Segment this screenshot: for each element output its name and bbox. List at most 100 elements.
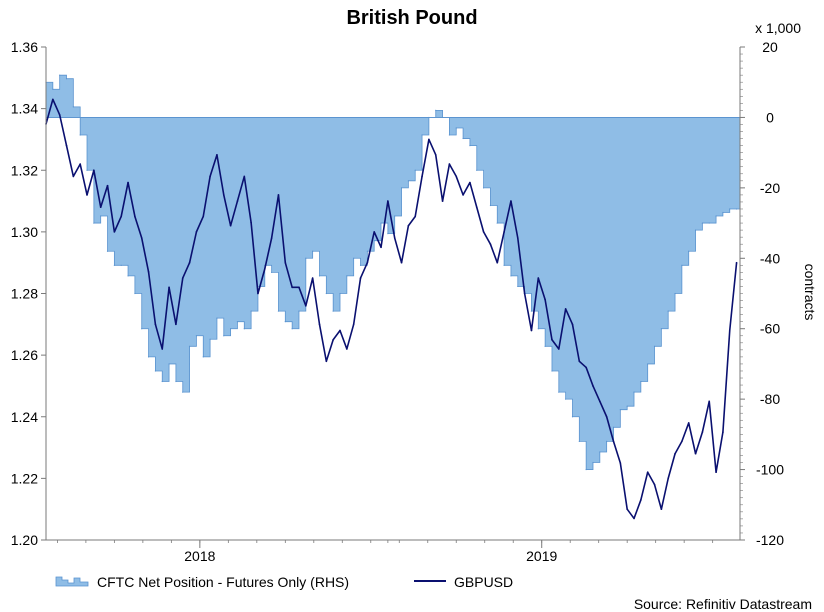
cftc-point — [729, 208, 731, 210]
gbpusd-point — [687, 422, 690, 424]
gbpusd-point — [387, 200, 389, 202]
cftc-point — [373, 240, 375, 242]
right-axis-tick-label: -20 — [760, 180, 780, 196]
cftc-point — [284, 321, 286, 323]
cftc-point — [79, 134, 81, 136]
gbpusd-point — [400, 261, 403, 264]
cftc-point — [530, 310, 533, 312]
gbpusd-point — [667, 477, 670, 480]
left-axis-tick-label: 1.36 — [11, 39, 38, 55]
cftc-point — [175, 380, 177, 383]
cftc-point — [612, 426, 615, 428]
right-axis-tick-label: -80 — [760, 391, 780, 407]
cftc-area — [45, 74, 741, 470]
gbpusd-point — [65, 144, 68, 147]
left-axis-tick-label: 1.30 — [11, 224, 38, 240]
cftc-point — [462, 137, 464, 140]
gbpusd-point — [93, 169, 95, 172]
gbpusd-point — [489, 243, 492, 245]
gbpusd-point — [298, 286, 300, 289]
left-axis-tick-label: 1.32 — [11, 162, 38, 178]
gbpusd-point — [510, 200, 512, 202]
cftc-point — [65, 78, 68, 80]
gbpusd-point — [120, 215, 123, 218]
gbpusd-point — [134, 215, 136, 218]
cftc-point — [640, 380, 642, 383]
gbpusd-point — [434, 154, 437, 156]
legend-gbpusd-label: GBPUSD — [454, 574, 513, 590]
gbpusd-point — [708, 400, 711, 403]
cftc-point — [517, 285, 519, 288]
gbpusd-point — [154, 323, 157, 326]
gbpusd-point — [222, 194, 225, 196]
gbpusd-point — [175, 323, 177, 326]
cftc-point — [592, 461, 594, 464]
right-axis-tick-label: 0 — [766, 109, 774, 125]
cftc-point — [558, 391, 560, 393]
gbpusd-point — [243, 175, 246, 178]
gbpusd-point — [366, 261, 369, 264]
cftc-point — [93, 222, 95, 224]
left-axis-tick-label: 1.24 — [11, 409, 38, 425]
right-axis-tick-label: 20 — [762, 39, 778, 55]
gbpusd-point — [605, 415, 608, 418]
cftc-point — [606, 440, 608, 442]
cftc-point — [496, 222, 498, 224]
cftc-point — [312, 250, 314, 252]
gbpusd-point — [373, 231, 375, 233]
gbpusd-point — [612, 440, 615, 443]
gbpusd-point — [380, 246, 382, 249]
cftc-point — [619, 409, 621, 411]
gbpusd-point — [681, 440, 683, 443]
cftc-point — [735, 208, 738, 210]
gbpusd-point — [537, 277, 540, 279]
gbpusd-point — [284, 261, 287, 264]
cftc-point — [346, 275, 348, 277]
cftc-point — [59, 74, 61, 76]
right-axis: -120 -100 -80 -60 -40 -20 0 20 — [739, 39, 784, 548]
cftc-point — [544, 345, 546, 347]
gbpusd-point — [571, 323, 574, 326]
cftc-point — [366, 250, 368, 252]
cftc-point — [537, 328, 539, 330]
cftc-point — [127, 275, 129, 277]
right-axis-label: contracts — [802, 264, 818, 321]
gbpusd-point — [640, 499, 642, 501]
cftc-point — [100, 215, 102, 217]
cftc-point — [236, 321, 239, 323]
gbpusd-point — [530, 329, 533, 332]
cftc-point — [653, 345, 656, 347]
cftc-point — [195, 335, 198, 337]
cftc-point — [305, 257, 307, 259]
cftc-point — [243, 328, 245, 330]
gbpusd-point — [79, 163, 81, 165]
cftc-point — [565, 398, 567, 400]
gbpusd-point — [735, 261, 738, 264]
cftc-point — [106, 250, 109, 252]
x-axis-tick-label: 2019 — [526, 548, 557, 564]
cftc-point — [633, 391, 635, 393]
gbpusd-point — [58, 113, 61, 116]
gbpusd-point — [469, 181, 471, 184]
cftc-point — [298, 310, 300, 312]
cftc-point — [291, 328, 293, 330]
cftc-point — [414, 169, 416, 171]
cftc-point — [113, 264, 115, 266]
gbpusd-point — [161, 348, 164, 350]
cftc-point — [318, 275, 321, 277]
cftc-point — [722, 211, 724, 214]
cftc-point — [271, 271, 273, 273]
cftc-point — [448, 134, 451, 136]
cftc-point — [551, 370, 553, 372]
gbpusd-point — [722, 431, 724, 433]
gbpusd-point — [414, 215, 417, 218]
cftc-point — [168, 363, 170, 365]
left-axis-tick-label: 1.22 — [11, 470, 38, 486]
cftc-point — [585, 468, 587, 471]
gbpusd-point — [127, 181, 129, 184]
gbpusd-point — [482, 231, 485, 233]
gbpusd-point — [168, 286, 170, 289]
left-axis-tick-label: 1.34 — [11, 101, 38, 117]
gbpusd-point — [558, 348, 560, 350]
cftc-point — [182, 391, 184, 393]
